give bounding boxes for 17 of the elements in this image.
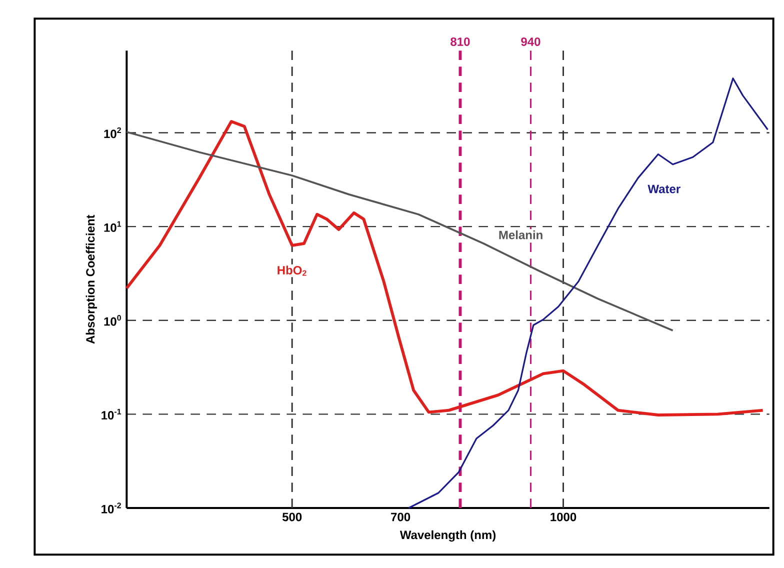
series-label: HbO$_{2}$ [278, 266, 306, 276]
y-tick-label: 10$^{0}$ [104, 314, 121, 326]
x-axis-title: Wavelength (nm) [400, 530, 496, 542]
x-tick-label: 500 [282, 512, 302, 522]
ref-line-label: 810 [450, 37, 470, 46]
x-tick-label: 700 [391, 512, 410, 522]
y-tick-label: 10$^{1}$ [104, 221, 122, 232]
x-tick-label: 1000 [550, 512, 576, 522]
y-tick-label: 10$^{-2}$ [102, 502, 121, 514]
line-series [125, 120, 764, 416]
line-series [408, 78, 769, 509]
ref-line-label: 940 [521, 37, 540, 46]
y-tick-label: 10$^{2}$ [104, 127, 121, 138]
series-label: Melanin [499, 230, 542, 240]
y-axis-title: Absorption Coefficient [86, 214, 98, 344]
series-label: Water [648, 184, 680, 194]
y-tick-label: 10$^{-1}$ [102, 408, 122, 420]
